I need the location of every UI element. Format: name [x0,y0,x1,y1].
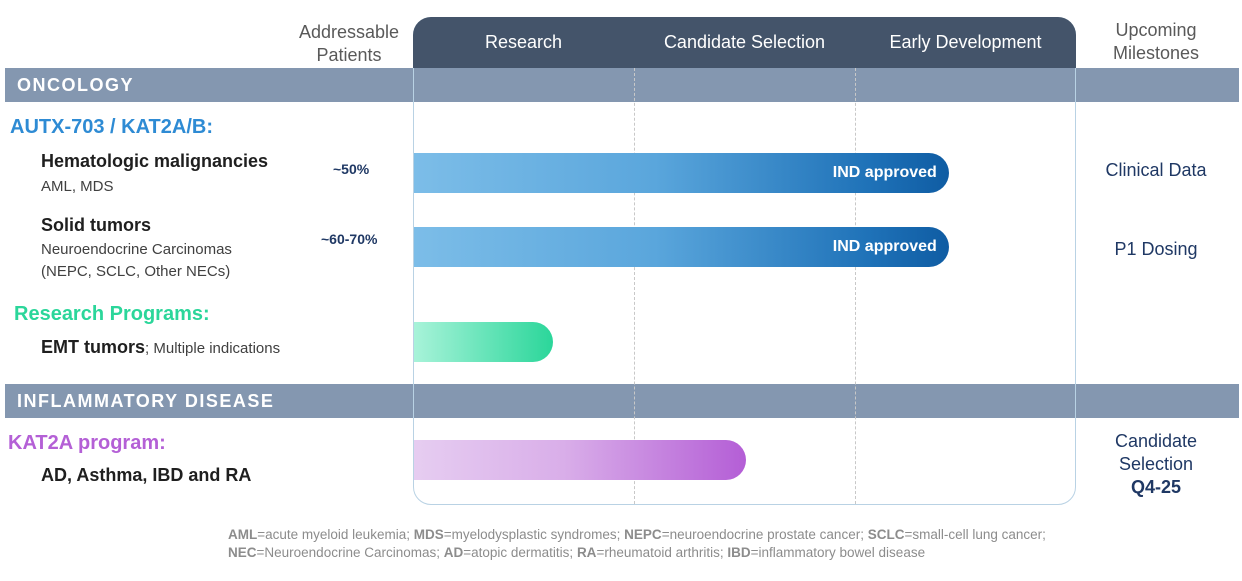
patients-solid-tumors: ~60-70% [321,231,378,247]
footnote-abbr: NEPC [624,527,662,542]
indication-emt: EMT tumors; Multiple indications [41,337,280,358]
addressable-patients-header: Addressable Patients [298,22,400,65]
section-inflammatory: INFLAMMATORY DISEASE [5,384,1239,418]
progress-bar-kat2a [414,440,746,480]
footnote-definition: =acute myeloid leukemia; [257,527,414,542]
milestone-hematologic: Clinical Data [1105,160,1207,180]
indication-emt-rest: ; Multiple indications [145,340,281,357]
abbreviations-footnote: AML=acute myeloid leukemia; MDS=myelodys… [228,526,1108,562]
progress-bar-hematologic: IND approved [414,153,949,193]
footnote-abbr: AML [228,527,258,542]
footnote-definition: =neuroendocrine prostate cancer; [661,527,868,542]
section-oncology: ONCOLOGY [5,68,1239,102]
indication-solid-tumors-title: Solid tumors [41,215,152,235]
footnote-definition: =inflammatory bowel disease [750,545,926,560]
milestone-kat2a-line2: Selection [1118,454,1194,474]
phase-divider [855,68,856,504]
program-autx-703-label: AUTX-703 / KAT2A/B: [10,116,213,138]
phase-early-development: Early Development [889,32,1042,52]
indication-hematologic-title: Hematologic malignancies [41,151,269,171]
phase-header: Research Candidate Selection Early Devel… [413,17,1076,68]
indication-kat2a-title: AD, Asthma, IBD and RA [41,465,252,485]
patients-hematologic: ~50% [333,161,370,177]
footnote-abbr: NEC [228,545,257,560]
milestone-kat2a-date: Q4-25 [1130,477,1182,497]
bar-label-solid-tumors: IND approved [832,238,937,255]
milestone-kat2a-line1: Candidate [1114,431,1198,451]
footnote-abbr: RA [576,545,597,560]
program-kat2a-label: KAT2A program: [8,432,166,454]
footnote-definition: =myelodysplastic syndromes; [443,527,625,542]
footnote-definition: =rheumatoid arthritis; [596,545,728,560]
section-oncology-label: ONCOLOGY [17,75,135,95]
footnote-definition: =atopic dermatitis; [463,545,577,560]
indication-hematologic-subtitle: AML, MDS [41,178,114,195]
footnote-abbr: IBD [727,545,751,560]
footnote-definition: =Neuroendocrine Carcinomas; [256,545,444,560]
indication-emt-title: EMT tumors [41,337,146,357]
indication-solid-tumors-subtitle-1: Neuroendocrine Carcinomas [41,241,232,258]
phase-divider [634,68,635,504]
footnote-abbr: MDS [413,527,444,542]
milestone-kat2a: Candidate Selection Q4-25 [1086,430,1226,499]
upcoming-milestones-header: Upcoming Milestones [1112,20,1200,63]
phase-research: Research [484,32,563,52]
footnote-definition: =small-cell lung cancer; [904,527,1046,542]
progress-bar-solid-tumors: IND approved [414,227,949,267]
footnote-abbr: AD [443,545,464,560]
indication-solid-tumors-subtitle-2: (NEPC, SCLC, Other NECs) [41,263,231,280]
progress-bar-emt [414,322,554,362]
program-research-label: Research Programs: [14,303,210,325]
footnote-abbr: SCLC [867,527,905,542]
milestone-solid-tumors: P1 Dosing [1114,239,1198,259]
bar-label-hematologic: IND approved [832,164,937,181]
section-inflammatory-label: INFLAMMATORY DISEASE [17,391,275,411]
phase-candidate-selection: Candidate Selection [663,32,826,52]
